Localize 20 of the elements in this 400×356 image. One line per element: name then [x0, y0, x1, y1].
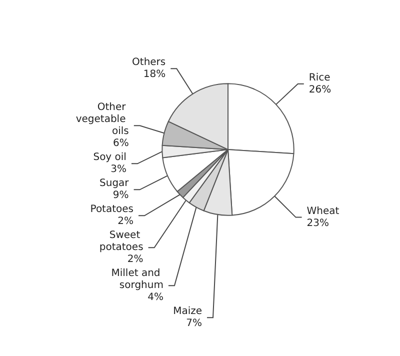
data-label: 3%: [110, 164, 126, 176]
slice-label: Other vegetable oils: [76, 102, 129, 138]
slice-label: Soy oil: [93, 152, 126, 164]
data-label: 18%: [143, 69, 166, 80]
data-label: 23%: [306, 218, 330, 229]
slice-label: Maize: [173, 306, 202, 318]
data-label: 6%: [113, 138, 129, 150]
slice-label: Others: [132, 57, 166, 68]
data-label: 9%: [112, 190, 129, 202]
slice-label: Sweet potatoes: [99, 230, 144, 254]
data-label: 26%: [308, 84, 332, 96]
slice-label: Rice: [308, 72, 330, 84]
data-label: 2%: [118, 216, 134, 228]
slice-label: Millet and sorghum: [111, 268, 164, 292]
data-label: 2%: [127, 254, 144, 266]
slice-label: Sugar: [100, 178, 130, 190]
slice-label: Potatoes: [90, 204, 134, 216]
data-label: 7%: [186, 318, 202, 330]
slice-label: Wheat: [306, 206, 340, 217]
data-label: 4%: [148, 292, 164, 304]
